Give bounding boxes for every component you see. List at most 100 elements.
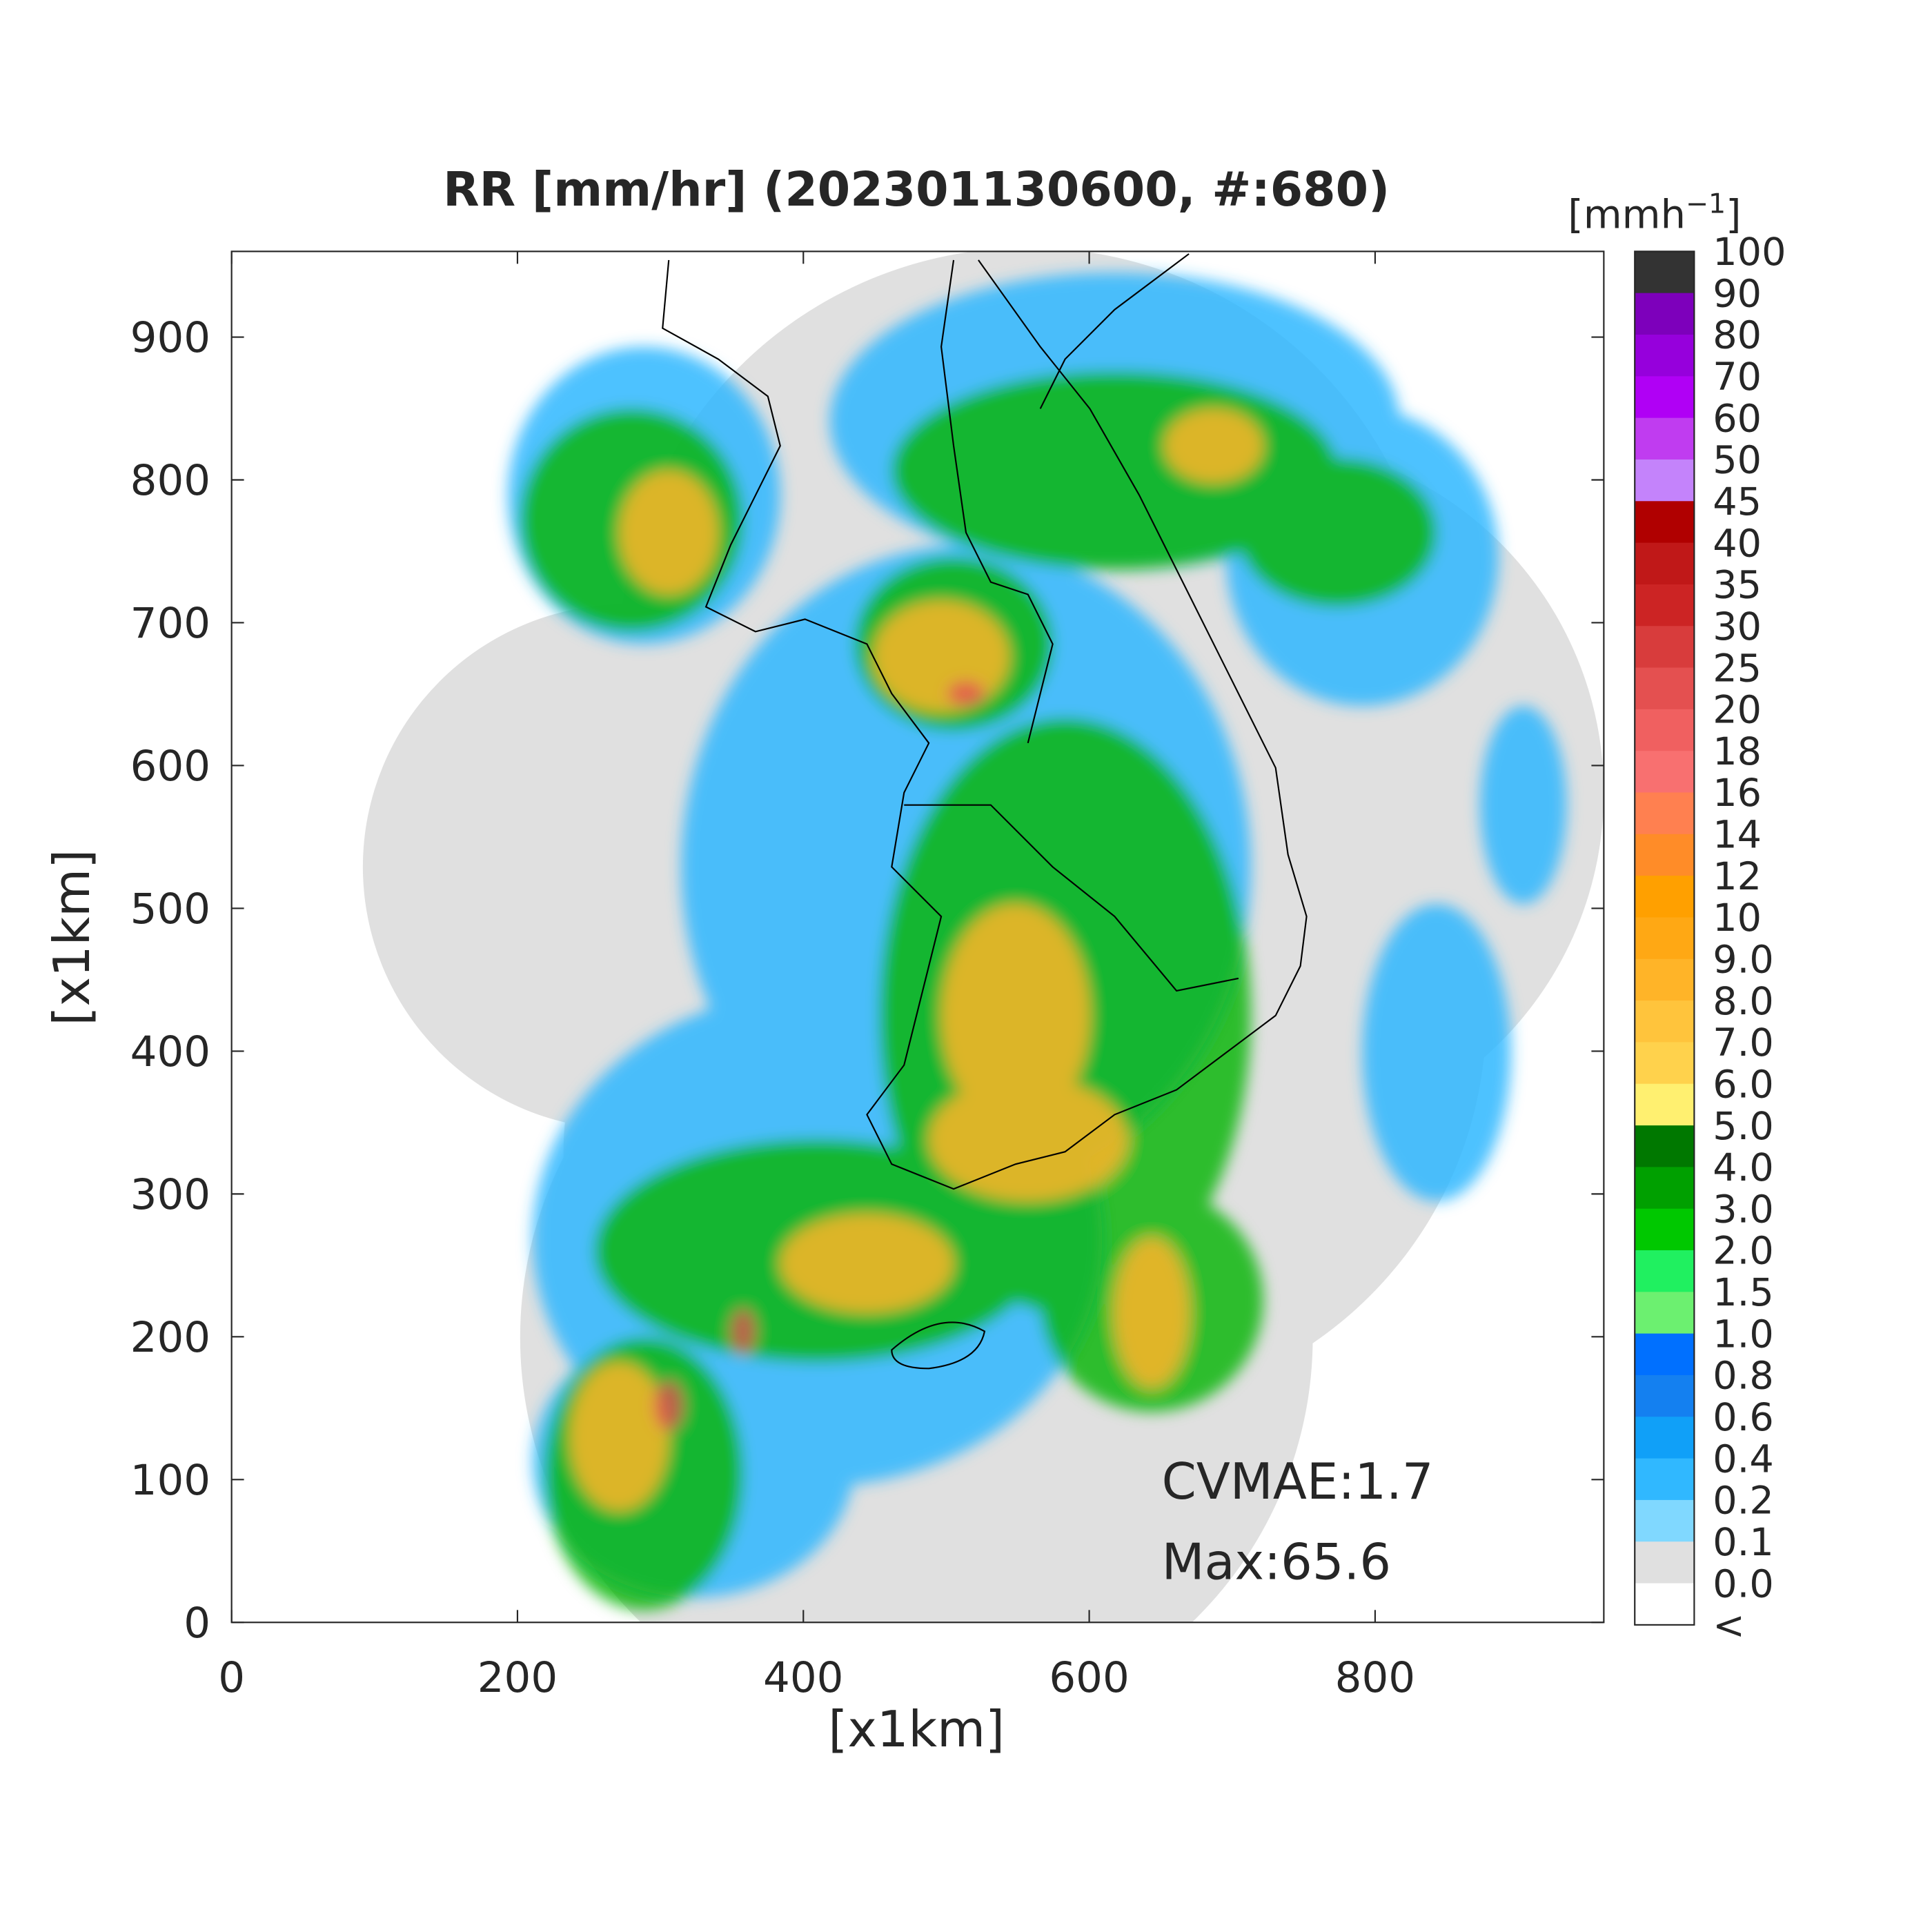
colorbar-label: 25 [1713,646,1762,691]
colorbar-label: 0.0 [1713,1561,1773,1606]
y-tick-label: 200 [130,1313,210,1362]
colorbar-segment [1635,501,1695,544]
colorbar-segment [1635,876,1695,918]
unit-superscript: −1 [1686,188,1726,220]
colorbar-label: 12 [1713,854,1762,899]
radar-field [362,251,1604,1623]
colorbar-segment [1635,376,1695,419]
colorbar-segment [1635,584,1695,627]
colorbar-segment [1635,917,1695,960]
axes-box [230,250,1605,1624]
colorbar-label: 0.8 [1713,1354,1773,1399]
annotation: CVMAE:1.7 [1162,1452,1434,1510]
colorbar-segment [1635,1292,1695,1334]
x-axis-label: [x1km] [828,1700,1005,1758]
colorbar-segment [1635,1167,1695,1210]
colorbar-label: 0.6 [1713,1395,1773,1440]
colorbar-segment [1635,1541,1695,1584]
x-tick-label: 400 [763,1653,843,1702]
colorbar-label: 35 [1713,563,1762,608]
colorbar-label: 1.0 [1713,1312,1773,1357]
colorbar-segment [1635,459,1695,502]
colorbar-segment [1635,626,1695,669]
annotation: Max:65.6 [1162,1532,1391,1590]
colorbar-label: 5.0 [1713,1104,1773,1149]
colorbar-label: 45 [1713,480,1762,524]
colorbar-segment [1635,709,1695,752]
y-axis-label: [x1km] [43,849,101,1026]
colorbar-unit: [mmh−1] [1568,188,1741,238]
colorbar-segment [1635,542,1695,585]
colorbar-label: 100 [1713,230,1786,275]
colorbar-label: 8.0 [1713,979,1773,1024]
colorbar-segment [1635,667,1695,710]
colorbar-label: 2.0 [1713,1229,1773,1274]
ticks: 0 200 400 600 800 0 100 200 300 400 500 600 700 800 90… [130,251,1604,1702]
y-tick-label: 900 [130,313,210,362]
colorbar-segment [1635,1042,1695,1085]
colorbar-label: 60 [1713,396,1762,441]
colorbar-label: 0.1 [1713,1520,1773,1565]
colorbar-label: 18 [1713,729,1762,774]
colorbar-label: 40 [1713,521,1762,566]
colorbar-segment [1635,1208,1695,1251]
x-tick-label: 600 [1049,1653,1129,1702]
colorbar-label: 6.0 [1713,1062,1773,1107]
colorbar-label: 14 [1713,813,1762,858]
colorbar-segment [1635,1417,1695,1459]
colorbar-segment [1635,792,1695,835]
coastline [662,253,1308,1370]
colorbar-segment [1635,417,1695,460]
x-tick-label: 200 [477,1653,558,1702]
colorbar-segment [1635,834,1695,877]
colorbar-label: < [1713,1604,1745,1648]
colorbar-label: 9.0 [1713,938,1773,983]
colorbar-label: 16 [1713,771,1762,816]
colorbar-label: 20 [1713,688,1762,733]
unit: [mmh [1568,191,1686,237]
y-tick-label: 300 [130,1170,210,1219]
colorbar-segment [1635,1250,1695,1293]
x-tick-label: 0 [218,1653,245,1702]
x-tick-label: 800 [1335,1653,1415,1702]
colorbar: 100908070605045403530252018161412109.08.… [1634,230,1786,1648]
colorbar-segment [1635,1083,1695,1126]
colorbar-label: 0.4 [1713,1437,1773,1481]
colorbar-label: 1.5 [1713,1270,1773,1315]
colorbar-label: 7.0 [1713,1021,1773,1065]
colorbar-label: 4.0 [1713,1145,1773,1190]
title: RR [mm/hr] (202301130600, #:680) [443,163,1390,217]
y-tick-label: 700 [130,599,210,648]
unit-close: ] [1726,191,1741,237]
colorbar-label: 70 [1713,355,1762,400]
y-tick-label: 100 [130,1456,210,1505]
colorbar-label: 90 [1713,271,1762,316]
colorbar-label: 80 [1713,313,1762,358]
y-tick-label: 800 [130,456,210,505]
colorbar-segment [1635,1374,1695,1418]
colorbar-label: 50 [1713,438,1762,483]
colorbar-segment [1635,751,1695,793]
y-tick-label: 400 [130,1027,210,1076]
colorbar-segment [1635,251,1695,294]
colorbar-frame [1634,250,1695,1626]
colorbar-segment [1635,1000,1695,1043]
colorbar-segment [1635,1125,1695,1168]
colorbar-segment [1635,958,1695,1001]
colorbar-segment [1635,1333,1695,1376]
colorbar-segment [1635,1458,1695,1501]
colorbar-label: 30 [1713,604,1762,649]
colorbar-segment [1635,334,1695,377]
colorbar-segment [1635,1499,1695,1543]
y-tick-label: 600 [130,742,210,791]
y-tick-label: 0 [184,1599,210,1648]
colorbar-segment [1635,293,1695,335]
rain-blobs [507,272,1567,1610]
y-tick-label: 500 [130,885,210,934]
colorbar-label: 0.2 [1713,1479,1773,1524]
colorbar-label: 10 [1713,896,1762,940]
colorbar-segment [1635,1583,1695,1626]
colorbar-label: 3.0 [1713,1187,1773,1232]
